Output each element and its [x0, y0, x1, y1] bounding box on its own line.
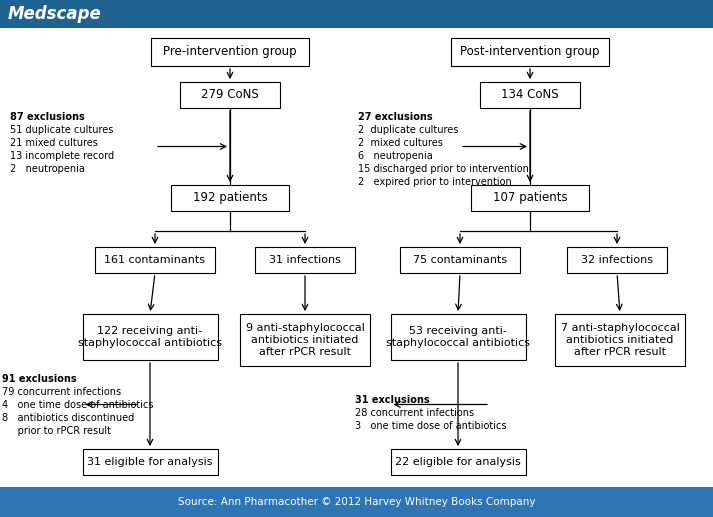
Text: Post-intervention group: Post-intervention group	[461, 45, 600, 58]
FancyBboxPatch shape	[451, 38, 609, 66]
Text: 192 patients: 192 patients	[193, 191, 267, 205]
Text: 13 incomplete record: 13 incomplete record	[10, 151, 114, 161]
Text: 2   neutropenia: 2 neutropenia	[10, 164, 85, 174]
FancyBboxPatch shape	[567, 247, 667, 273]
Text: 2   expired prior to intervention: 2 expired prior to intervention	[358, 177, 512, 187]
Text: 22 eligible for analysis: 22 eligible for analysis	[395, 457, 521, 467]
Text: 31 infections: 31 infections	[269, 255, 341, 265]
FancyBboxPatch shape	[400, 247, 520, 273]
Text: 122 receiving anti-
staphylococcal antibiotics: 122 receiving anti- staphylococcal antib…	[78, 326, 222, 348]
Text: 79 concurrent infections: 79 concurrent infections	[2, 387, 121, 397]
Text: prior to rPCR result: prior to rPCR result	[2, 426, 111, 436]
Text: Medscape: Medscape	[8, 5, 102, 23]
Text: 31 exclusions: 31 exclusions	[355, 395, 430, 405]
FancyBboxPatch shape	[391, 449, 525, 475]
FancyBboxPatch shape	[151, 38, 309, 66]
Text: 15 discharged prior to intervention: 15 discharged prior to intervention	[358, 164, 529, 174]
Text: 2  mixed cultures: 2 mixed cultures	[358, 138, 443, 148]
Text: 6   neutropenia: 6 neutropenia	[358, 151, 433, 161]
FancyBboxPatch shape	[95, 247, 215, 273]
Bar	[0, 0, 713, 28]
FancyBboxPatch shape	[255, 247, 355, 273]
Text: 51 duplicate cultures: 51 duplicate cultures	[10, 125, 113, 135]
FancyBboxPatch shape	[240, 314, 370, 366]
Text: 107 patients: 107 patients	[493, 191, 568, 205]
FancyBboxPatch shape	[471, 185, 589, 211]
Text: 53 receiving anti-
staphylococcal antibiotics: 53 receiving anti- staphylococcal antibi…	[386, 326, 530, 348]
Text: 27 exclusions: 27 exclusions	[358, 112, 433, 122]
Text: 8   antibiotics discontinued: 8 antibiotics discontinued	[2, 413, 134, 423]
FancyBboxPatch shape	[391, 314, 525, 360]
Text: 31 eligible for analysis: 31 eligible for analysis	[87, 457, 212, 467]
Text: 87 exclusions: 87 exclusions	[10, 112, 85, 122]
Text: 134 CoNS: 134 CoNS	[501, 88, 559, 101]
Text: 21 mixed cultures: 21 mixed cultures	[10, 138, 98, 148]
Text: Source: Ann Pharmacother © 2012 Harvey Whitney Books Company: Source: Ann Pharmacother © 2012 Harvey W…	[178, 497, 535, 507]
FancyBboxPatch shape	[171, 185, 289, 211]
FancyBboxPatch shape	[180, 82, 280, 108]
FancyBboxPatch shape	[83, 314, 217, 360]
Text: 91 exclusions: 91 exclusions	[2, 374, 76, 384]
FancyBboxPatch shape	[480, 82, 580, 108]
Bar	[0, 487, 713, 517]
Text: 2  duplicate cultures: 2 duplicate cultures	[358, 125, 458, 135]
Text: 75 contaminants: 75 contaminants	[413, 255, 507, 265]
Text: 32 infections: 32 infections	[581, 255, 653, 265]
FancyBboxPatch shape	[83, 449, 217, 475]
Text: 279 CoNS: 279 CoNS	[201, 88, 259, 101]
Text: 4   one time dose of antibiotics: 4 one time dose of antibiotics	[2, 400, 153, 410]
Text: 161 contaminants: 161 contaminants	[105, 255, 205, 265]
Text: 9 anti-staphylococcal
antibiotics initiated
after rPCR result: 9 anti-staphylococcal antibiotics initia…	[245, 324, 364, 357]
Text: Pre-intervention group: Pre-intervention group	[163, 45, 297, 58]
Text: 7 anti-staphylococcal
antibiotics initiated
after rPCR result: 7 anti-staphylococcal antibiotics initia…	[560, 324, 679, 357]
Text: 28 concurrent infections: 28 concurrent infections	[355, 408, 474, 418]
FancyBboxPatch shape	[555, 314, 685, 366]
Text: 3   one time dose of antibiotics: 3 one time dose of antibiotics	[355, 421, 506, 431]
